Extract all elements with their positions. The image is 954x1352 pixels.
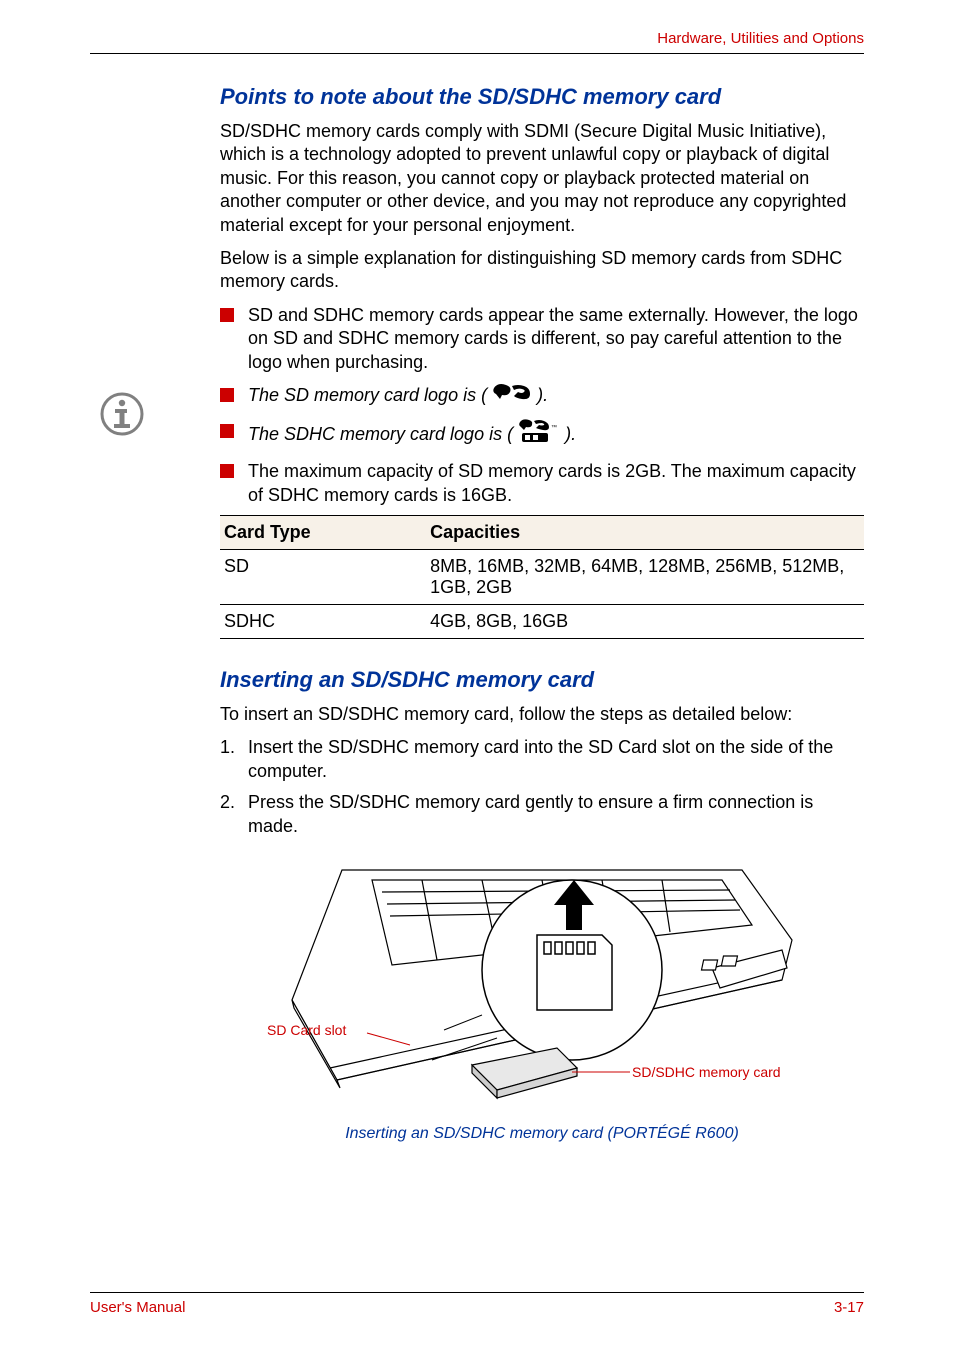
table-row: SDHC 4GB, 8GB, 16GB — [220, 604, 864, 638]
step-1: Insert the SD/SDHC memory card into the … — [220, 736, 864, 783]
para-sdmi: SD/SDHC memory cards comply with SDMI (S… — [220, 120, 864, 237]
footer-left: User's Manual — [90, 1299, 185, 1316]
info-sd-pre: The SD memory card logo is ( — [248, 385, 487, 405]
info-sdhc-pre: The SDHC memory card logo is ( — [248, 424, 513, 444]
cell-cap: 4GB, 8GB, 16GB — [426, 604, 864, 638]
page: Hardware, Utilities and Options Points t… — [0, 0, 954, 1352]
sdhc-logo-icon: ™ — [518, 418, 560, 452]
capacity-table: Card Type Capacities SD 8MB, 16MB, 32MB,… — [220, 515, 864, 639]
info-callout: The SD memory card logo is ( ). The SDHC… — [60, 382, 864, 452]
info-list: The SD memory card logo is ( ). The SDHC… — [220, 382, 864, 452]
th-capacities: Capacities — [426, 515, 864, 549]
header-rule — [90, 53, 864, 54]
para-insert-intro: To insert an SD/SDHC memory card, follow… — [220, 703, 864, 726]
section-heading-points: Points to note about the SD/SDHC memory … — [220, 84, 864, 110]
info-sdhc-logo: The SDHC memory card logo is ( ™ ). — [220, 418, 864, 452]
footer-row: User's Manual 3-17 — [90, 1299, 864, 1316]
content-area: Points to note about the SD/SDHC memory … — [220, 84, 864, 1143]
figure-wrap: SD Card slot SD/SDHC memory card Inserti… — [220, 850, 864, 1143]
info-sdhc-post: ). — [565, 424, 576, 444]
cell-type: SD — [220, 549, 426, 604]
footer-rule — [90, 1292, 864, 1293]
footer: User's Manual 3-17 — [90, 1292, 864, 1316]
th-card-type: Card Type — [220, 515, 426, 549]
bullet-list-2: The maximum capacity of SD memory cards … — [220, 460, 864, 507]
section-heading-inserting: Inserting an SD/SDHC memory card — [220, 667, 864, 693]
bullet-appearance: SD and SDHC memory cards appear the same… — [220, 304, 864, 374]
running-header: Hardware, Utilities and Options — [90, 30, 864, 47]
table-row: SD 8MB, 16MB, 32MB, 64MB, 128MB, 256MB, … — [220, 549, 864, 604]
figure-caption: Inserting an SD/SDHC memory card (PORTÉG… — [220, 1125, 864, 1143]
bullet-capacity: The maximum capacity of SD memory cards … — [220, 460, 864, 507]
svg-text:™: ™ — [551, 424, 557, 431]
cell-type: SDHC — [220, 604, 426, 638]
info-sd-logo: The SD memory card logo is ( ). — [220, 382, 864, 410]
insert-steps: Insert the SD/SDHC memory card into the … — [220, 736, 864, 838]
bullet-list-1: SD and SDHC memory cards appear the same… — [220, 304, 864, 374]
para-explanation: Below is a simple explanation for distin… — [220, 247, 864, 294]
sd-logo-icon — [492, 382, 532, 410]
info-icon — [100, 392, 144, 441]
footer-right: 3-17 — [834, 1299, 864, 1316]
step-2: Press the SD/SDHC memory card gently to … — [220, 791, 864, 838]
info-sd-post: ). — [537, 385, 548, 405]
cell-cap: 8MB, 16MB, 32MB, 64MB, 128MB, 256MB, 512… — [426, 549, 864, 604]
figure-label-slot: SD Card slot — [267, 1022, 346, 1038]
figure-label-card: SD/SDHC memory card — [632, 1064, 781, 1080]
table-header-row: Card Type Capacities — [220, 515, 864, 549]
figure-illustration: SD Card slot SD/SDHC memory card — [282, 850, 802, 1110]
